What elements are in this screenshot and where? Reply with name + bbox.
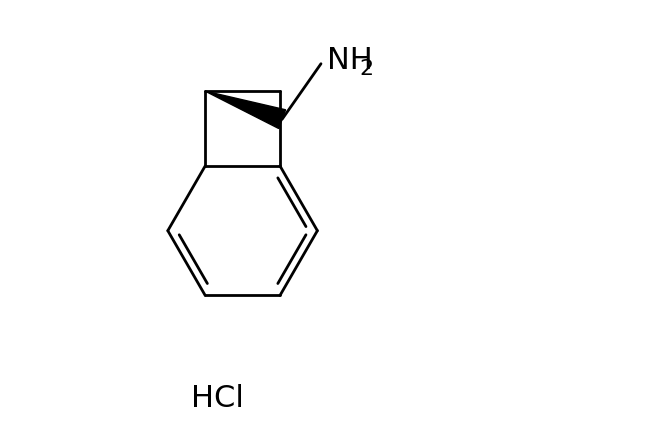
Text: HCl: HCl <box>191 384 244 413</box>
Text: NH: NH <box>326 46 373 75</box>
Text: 2: 2 <box>360 59 374 80</box>
Polygon shape <box>205 91 286 128</box>
